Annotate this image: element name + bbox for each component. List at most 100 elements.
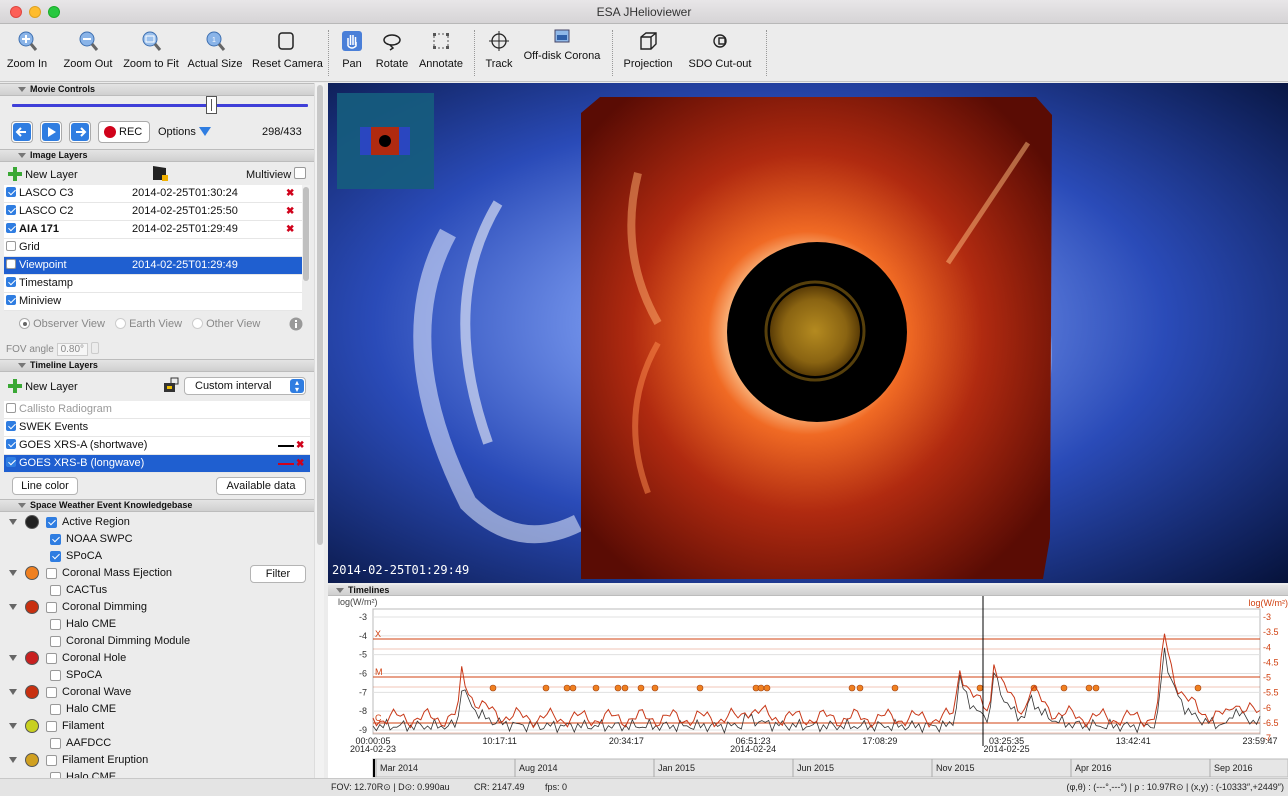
event-checkbox[interactable] <box>46 755 57 766</box>
swek-event-source[interactable]: Halo CME <box>0 769 314 778</box>
swek-event-type[interactable]: Coronal Dimming <box>0 599 314 616</box>
layer-visibility-checkbox[interactable] <box>6 295 16 305</box>
swek-event-source[interactable]: Halo CME <box>0 616 314 633</box>
multiview-checkbox[interactable] <box>294 167 307 179</box>
offdisk-corona-button[interactable]: Off-disk Corona <box>518 28 606 62</box>
swek-event-type[interactable]: Coronal Hole <box>0 650 314 667</box>
actual-size-button[interactable]: 1 Actual Size <box>186 30 244 70</box>
new-image-layer-button[interactable]: New Layer <box>8 167 78 181</box>
fov-stepper[interactable] <box>90 342 99 354</box>
swek-event-source[interactable]: Coronal Dimming Module <box>0 633 314 650</box>
event-checkbox[interactable] <box>46 517 57 528</box>
movie-slider-knob[interactable] <box>206 96 217 114</box>
event-checkbox[interactable] <box>50 551 61 562</box>
zoom-in-button[interactable]: Zoom In <box>0 30 54 70</box>
image-viewport[interactable]: 2014-02-25T01:29:49 <box>328 83 1288 583</box>
event-checkbox[interactable] <box>46 602 57 613</box>
event-checkbox[interactable] <box>50 670 61 681</box>
play-button[interactable] <box>40 121 62 143</box>
swek-event-source[interactable]: SPoCA <box>0 548 314 565</box>
other-view-radio[interactable]: Other View <box>192 318 260 330</box>
layer-list-scroll-thumb[interactable] <box>303 187 309 281</box>
new-timeline-layer-button[interactable]: New Layer <box>8 379 78 393</box>
timeline-visibility-checkbox[interactable] <box>6 421 16 431</box>
multiview-toggle[interactable]: Multiview <box>246 167 309 181</box>
event-checkbox[interactable] <box>46 568 57 579</box>
expand-triangle-icon[interactable] <box>9 519 17 525</box>
earth-view-radio[interactable]: Earth View <box>115 318 182 330</box>
clapperboard-icon[interactable] <box>152 165 168 181</box>
previous-frame-button[interactable] <box>11 121 33 143</box>
download-data-icon[interactable] <box>163 377 179 393</box>
image-layer-row[interactable]: LASCO C3 2014-02-25T01:30:24 ✖ <box>4 185 302 203</box>
available-data-button[interactable]: Available data <box>216 477 306 495</box>
image-layer-row[interactable]: AIA 171 2014-02-25T01:29:49 ✖ <box>4 221 302 239</box>
swek-header[interactable]: Space Weather Event Knowledgebase <box>0 499 314 512</box>
zoom-window-button[interactable] <box>48 6 60 18</box>
remove-timeline-icon[interactable]: ✖ <box>296 458 305 469</box>
swek-event-type[interactable]: Coronal Wave <box>0 684 314 701</box>
side-panel-scrollbar[interactable] <box>314 83 324 778</box>
event-checkbox[interactable] <box>50 619 61 630</box>
remove-layer-icon[interactable]: ✖ <box>286 206 295 217</box>
timeline-layers-header[interactable]: Timeline Layers <box>0 359 314 372</box>
event-checkbox[interactable] <box>50 738 61 749</box>
expand-triangle-icon[interactable] <box>9 689 17 695</box>
event-checkbox[interactable] <box>50 772 61 778</box>
event-checkbox[interactable] <box>50 636 61 647</box>
projection-button[interactable]: Projection <box>620 30 676 70</box>
record-button[interactable]: REC <box>98 121 150 143</box>
track-button[interactable]: Track <box>482 30 516 70</box>
timeline-layer-row[interactable]: GOES XRS-A (shortwave) ✖ <box>4 437 310 455</box>
zoom-out-button[interactable]: Zoom Out <box>60 30 116 70</box>
remove-layer-icon[interactable]: ✖ <box>286 188 295 199</box>
expand-triangle-icon[interactable] <box>9 604 17 610</box>
swek-event-source[interactable]: Halo CME <box>0 701 314 718</box>
options-button[interactable]: Options <box>158 126 211 138</box>
side-panel-scroll-thumb[interactable] <box>317 85 323 545</box>
expand-triangle-icon[interactable] <box>9 570 17 576</box>
cme-filter-button[interactable]: Filter <box>250 565 306 583</box>
image-layer-row[interactable]: LASCO C2 2014-02-25T01:25:50 ✖ <box>4 203 302 221</box>
layer-list-scrollbar[interactable] <box>302 185 310 281</box>
timelines-header[interactable]: Timelines <box>328 585 1288 596</box>
layer-visibility-checkbox[interactable] <box>6 223 16 233</box>
remove-layer-icon[interactable]: ✖ <box>286 224 295 235</box>
next-frame-button[interactable] <box>69 121 91 143</box>
swek-event-source[interactable]: NOAA SWPC <box>0 531 314 548</box>
movie-slider-track[interactable] <box>12 104 308 107</box>
remove-timeline-icon[interactable]: ✖ <box>296 440 305 451</box>
movie-controls-header[interactable]: Movie Controls <box>0 83 314 96</box>
observer-view-radio[interactable]: Observer View <box>19 318 105 330</box>
event-checkbox[interactable] <box>50 585 61 596</box>
expand-triangle-icon[interactable] <box>9 723 17 729</box>
layer-visibility-checkbox[interactable] <box>6 259 16 269</box>
zoom-fit-button[interactable]: Zoom to Fit <box>120 30 182 70</box>
expand-triangle-icon[interactable] <box>9 655 17 661</box>
event-checkbox[interactable] <box>50 704 61 715</box>
swek-event-type[interactable]: Coronal Mass Ejection <box>0 565 314 582</box>
rotate-button[interactable]: Rotate <box>372 30 412 70</box>
close-window-button[interactable] <box>10 6 22 18</box>
interval-select[interactable]: Custom interval ▴ ▾ <box>184 377 306 395</box>
event-checkbox[interactable] <box>46 687 57 698</box>
swek-event-type[interactable]: Active Region <box>0 514 314 531</box>
layer-visibility-checkbox[interactable] <box>6 205 16 215</box>
minimize-window-button[interactable] <box>29 6 41 18</box>
layer-visibility-checkbox[interactable] <box>6 187 16 197</box>
image-layer-row[interactable]: Timestamp <box>4 275 302 293</box>
swek-event-type[interactable]: Filament Eruption <box>0 752 314 769</box>
timeline-layer-row[interactable]: GOES XRS-B (longwave) ✖ <box>4 455 310 473</box>
fov-angle-input[interactable]: 0.80° <box>56 343 89 356</box>
event-checkbox[interactable] <box>50 534 61 545</box>
layer-visibility-checkbox[interactable] <box>6 277 16 287</box>
miniview[interactable] <box>337 93 434 189</box>
event-checkbox[interactable] <box>46 721 57 732</box>
swek-event-source[interactable]: CACTus <box>0 582 314 599</box>
image-layer-row[interactable]: Grid <box>4 239 302 257</box>
image-layer-row[interactable]: Miniview <box>4 293 302 311</box>
reset-camera-button[interactable]: Reset Camera <box>252 30 323 70</box>
image-layer-row[interactable]: Viewpoint 2014-02-25T01:29:49 <box>4 257 302 275</box>
layer-visibility-checkbox[interactable] <box>6 241 16 251</box>
timeline-visibility-checkbox[interactable] <box>6 457 16 467</box>
